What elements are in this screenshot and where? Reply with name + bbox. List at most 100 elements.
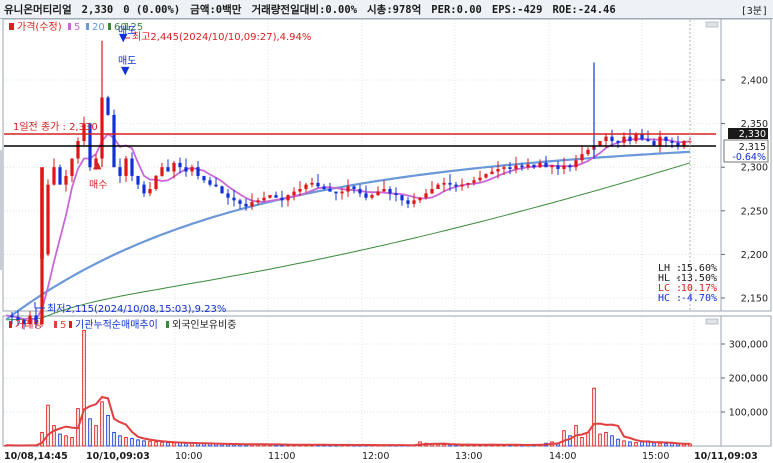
price-axis: 2,150 2,200 2,250 2,300 2,350 2,400 <box>721 76 768 305</box>
hc-label: HC : <box>658 293 682 304</box>
volume-bar <box>52 425 56 447</box>
candle-body <box>274 195 278 198</box>
price-panel-resize-handle[interactable] <box>705 21 719 28</box>
candle-body <box>208 180 212 185</box>
candle-body <box>682 141 686 146</box>
candle-body <box>370 195 374 198</box>
candle-body <box>658 136 662 146</box>
volume-bar <box>442 444 446 447</box>
candle-body <box>442 182 446 185</box>
legend-price: 가격(수정) <box>17 20 62 33</box>
candle-body <box>106 97 110 115</box>
volume-bar <box>622 440 626 447</box>
volume-bar <box>58 433 62 447</box>
candle-body <box>316 182 320 187</box>
sell-marker-2: 매도 <box>118 55 136 67</box>
lc-label: LC : <box>658 283 682 294</box>
candle-body <box>586 149 590 155</box>
volume-ratio: 거래량전일대비:0.00% <box>251 4 358 16</box>
volume-bar <box>100 401 104 447</box>
candle-body <box>292 191 296 196</box>
candle-body <box>670 141 674 143</box>
lh-label: LH : <box>658 263 682 274</box>
volume-tick-label: 300,000 <box>729 340 768 351</box>
candle-body <box>160 167 164 176</box>
volume-legend: 거래량 5 기관누적순매매추이 외국인보유비중 <box>9 319 236 331</box>
candle-body <box>172 162 176 172</box>
candle-body <box>268 195 272 198</box>
candle-body <box>334 191 338 194</box>
time-axis: 10/08,14:45 10/10,09:03 10:00 11:00 12:00 13:… <box>4 451 758 462</box>
candle-body <box>580 154 584 161</box>
candle-body <box>604 136 608 142</box>
candle-body <box>232 197 236 201</box>
volume-bar <box>106 414 110 447</box>
candle-body <box>184 167 188 172</box>
stock-price: 2,330 <box>81 4 114 16</box>
high-label: 최고2,445(2024/10/10,09:27),4.94% <box>132 31 311 43</box>
volume-bar <box>64 435 68 447</box>
legend-volume-ma-swatch <box>54 321 57 328</box>
volume-panel-resize-handle[interactable] <box>705 318 719 325</box>
candle-body <box>508 167 512 169</box>
last-price-tag <box>728 128 768 139</box>
candle-body <box>142 184 146 194</box>
candle-body <box>484 174 488 178</box>
candle-body <box>466 182 470 185</box>
low-label: 최저2,115(2024/10/08,15:03),9.23% <box>47 303 226 315</box>
candle-body <box>346 186 350 192</box>
volume-bar <box>562 430 566 447</box>
time-tick-label: 10/10,09:03 <box>86 451 150 462</box>
legend-ma5: 5 <box>74 22 80 33</box>
candle-body <box>574 160 578 168</box>
period-selector[interactable]: [3분] <box>740 6 768 17</box>
per-value: PER:0.00 <box>431 4 482 16</box>
volume-bar <box>142 440 146 447</box>
volume-axis: 100,000 200,000 300,000 <box>721 340 768 419</box>
candle-body <box>526 164 530 168</box>
candle-body <box>634 134 638 142</box>
hl-value: -13.50% <box>675 273 717 284</box>
candle-body <box>64 175 68 185</box>
candle-body <box>112 114 116 168</box>
candle-body <box>34 315 38 325</box>
time-tick-label: 12:00 <box>362 451 389 462</box>
crosshair-tag <box>723 139 769 163</box>
time-tick-label: 15:00 <box>642 451 669 462</box>
legend-price-swatch <box>9 23 14 30</box>
candle-body <box>46 184 50 255</box>
horizontal-gridlines <box>4 79 720 413</box>
price-tick-label: 2,400 <box>741 76 768 87</box>
volume-bar <box>658 442 662 447</box>
candle-body <box>490 171 494 175</box>
sell-arrow-1-icon: ▼ <box>119 31 128 44</box>
volume-bar <box>124 437 128 447</box>
candle-body <box>562 165 566 169</box>
candle-body <box>286 195 290 201</box>
volume-bar <box>592 387 596 447</box>
annotations: 1일전 종가 : 2,330 최고2,445(2024/10/10,09:27)… <box>13 25 311 315</box>
candle-body <box>364 193 368 198</box>
last-price-tag-text: 2,330 <box>739 129 766 140</box>
candle-body <box>598 141 602 146</box>
volume-ma-line <box>5 395 691 447</box>
candle-body <box>130 158 134 176</box>
crosshair-pct: -0.64% <box>732 152 766 163</box>
candle-body <box>244 203 248 207</box>
volume-bar <box>118 435 122 447</box>
legend-ma60: 60 <box>114 22 127 33</box>
candle-body <box>556 165 560 169</box>
left-edge-handle[interactable] <box>0 150 3 270</box>
crosshair-value: 2,315 <box>739 142 766 153</box>
candle-body <box>568 165 572 168</box>
volume-bar <box>94 425 98 447</box>
candle-body <box>298 189 302 192</box>
volume-bar <box>568 435 572 447</box>
prev-close-label: 1일전 종가 : 2,330 <box>13 121 98 133</box>
volume-bar <box>160 441 164 447</box>
candle-body <box>16 317 20 320</box>
candle-body <box>178 162 182 168</box>
volume-bar <box>652 442 656 447</box>
buy-marker: 매수 <box>89 179 107 191</box>
